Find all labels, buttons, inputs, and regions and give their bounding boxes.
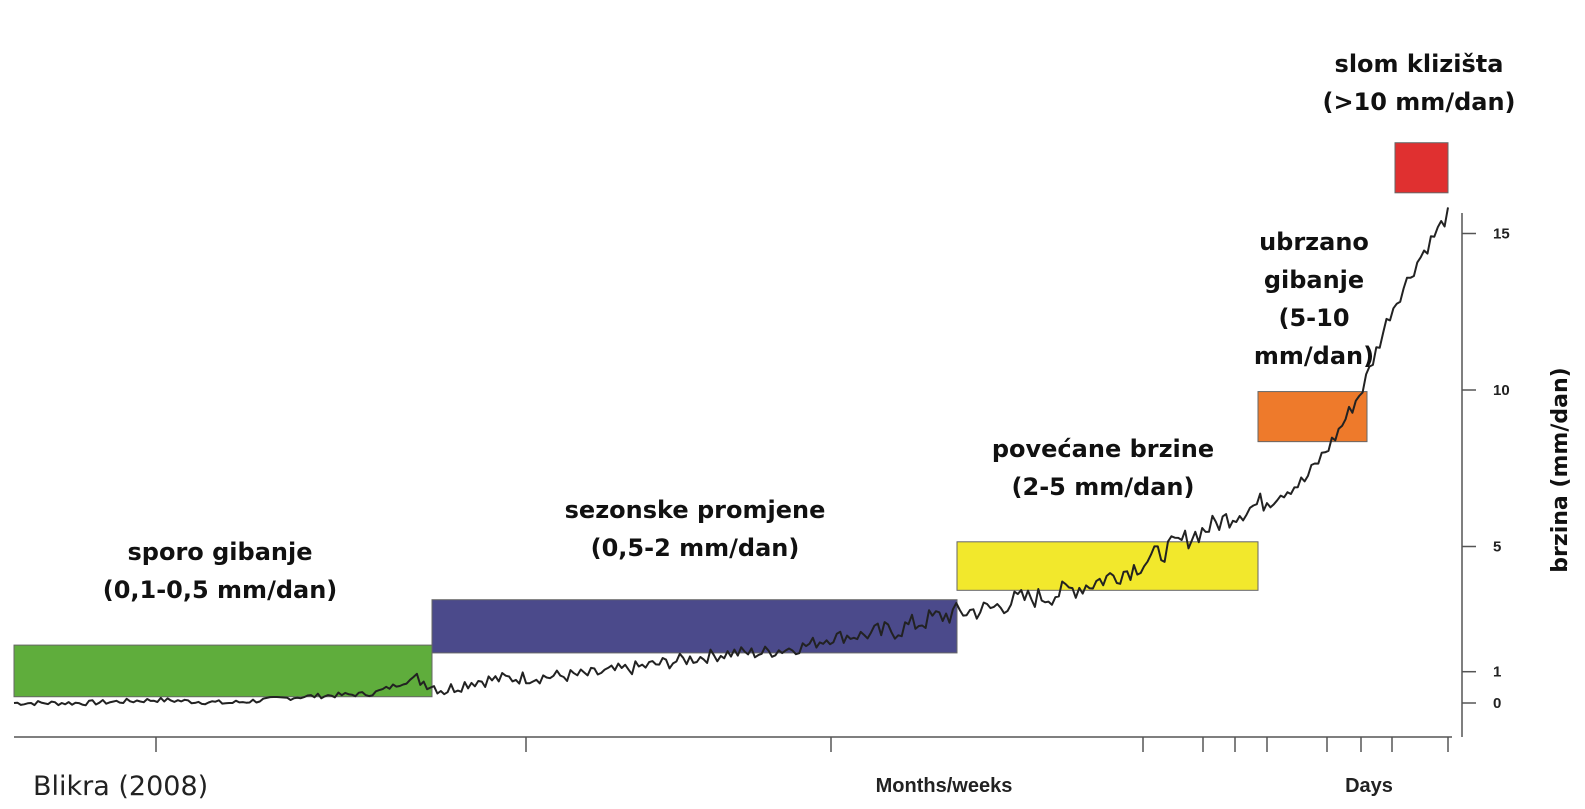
phase-label-4-line-2: gibanje xyxy=(1264,266,1364,294)
y-tick-label-5: 5 xyxy=(1493,539,1501,556)
phase-label-5-line-1: slom klizišta xyxy=(1335,50,1504,78)
x-axis-label-days: Days xyxy=(1345,775,1393,797)
phase-label-2-line-2: (0,5-2 mm/dan) xyxy=(591,534,800,562)
phase-label-2-line-1: sezonske promjene xyxy=(565,496,826,524)
phase-bar-1 xyxy=(13,644,433,698)
velocity-curve xyxy=(13,207,1449,707)
source-citation: Blikra (2008) xyxy=(33,771,208,802)
phase-label-1-line-2: (0,1-0,5 mm/dan) xyxy=(103,576,338,604)
phase-label-4-line-3: (5-10 xyxy=(1278,304,1349,332)
phase-label-5-line-2: (>10 mm/dan) xyxy=(1322,88,1515,116)
x-axis-ticks xyxy=(155,737,1449,752)
phase-label-3-line-2: (2-5 mm/dan) xyxy=(1012,473,1195,501)
phase-label-3-line-1: povećane brzine xyxy=(992,435,1214,463)
phase-bar-5 xyxy=(1394,142,1449,194)
phase-bars xyxy=(13,142,1449,698)
y-axis-title: brzina (mm/dan) xyxy=(1548,367,1573,572)
phase-label-4-line-4: mm/dan) xyxy=(1254,342,1374,370)
y-tick-label-0: 0 xyxy=(1493,695,1501,712)
phase-bar-3 xyxy=(956,541,1259,591)
phase-bar-4 xyxy=(1257,391,1368,443)
y-tick-label-1: 1 xyxy=(1493,664,1501,681)
phase-label-1-line-1: sporo gibanje xyxy=(127,538,312,566)
phase-labels: sporo gibanje (0,1-0,5 mm/dan) sezonske pr… xyxy=(103,50,1516,604)
phase-label-4-line-1: ubrzano xyxy=(1259,228,1369,256)
y-tick-label-10: 10 xyxy=(1493,382,1510,399)
y-tick-label-15: 15 xyxy=(1493,226,1510,243)
x-axis-label-months: Months/weeks xyxy=(876,775,1013,797)
phase-bar-2 xyxy=(431,599,958,654)
